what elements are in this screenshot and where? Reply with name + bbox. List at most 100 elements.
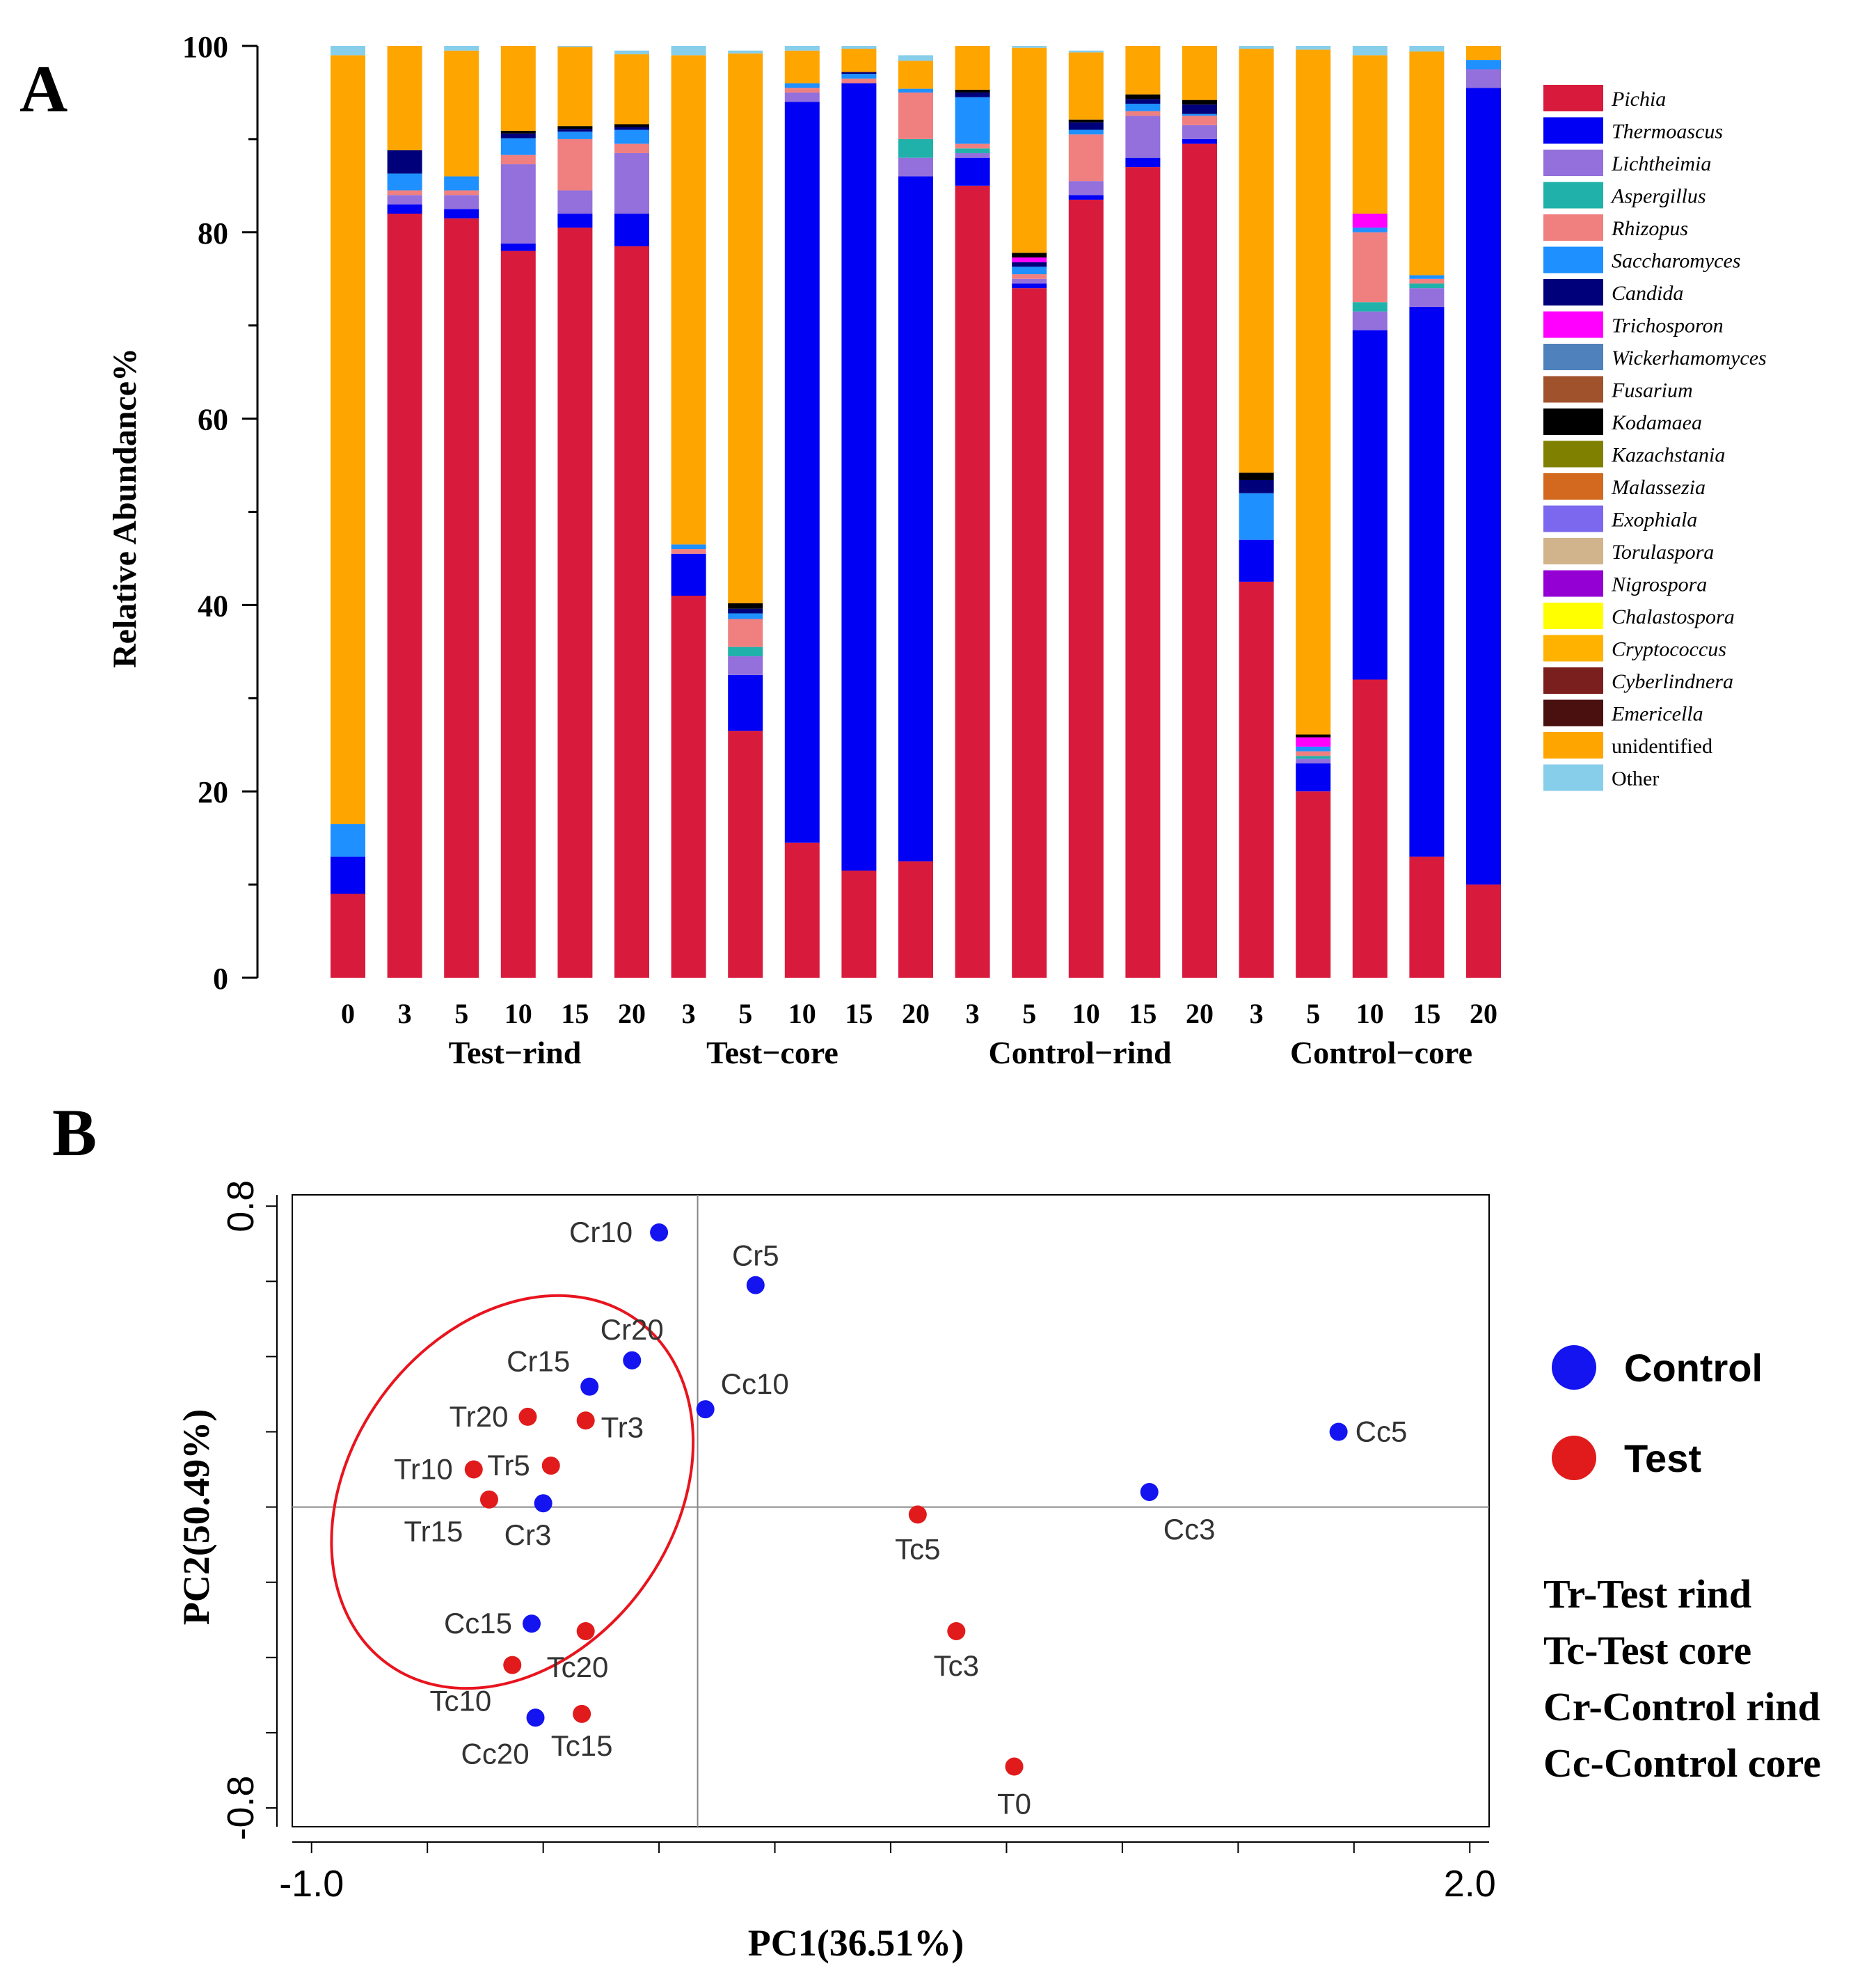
- legend-swatch: [1543, 570, 1603, 597]
- bar-segment: [1012, 46, 1047, 48]
- pca-point-cc3: Cc3: [1140, 1482, 1215, 1546]
- bar-stack: [500, 46, 536, 978]
- bar-stacks: [331, 46, 1501, 978]
- legend-swatch: [1543, 441, 1603, 468]
- legend-item: Lichtheimia: [1543, 150, 1711, 176]
- bar-segment: [1012, 262, 1047, 267]
- bar-y-tick-label: 80: [198, 216, 228, 251]
- pca-point-label: Tc15: [551, 1729, 613, 1762]
- bar-segment: [784, 83, 820, 88]
- pca-point-marker: [464, 1460, 483, 1479]
- bar-stack: [841, 46, 877, 978]
- bar-segment: [1012, 253, 1047, 257]
- bar-segment: [331, 856, 365, 894]
- bar-segment: [331, 894, 365, 978]
- pca-point-label: Tr5: [487, 1449, 530, 1482]
- bar-segment: [898, 861, 933, 978]
- bar-stack: [1466, 46, 1501, 978]
- legend-item: Cyberlindnera: [1543, 667, 1733, 694]
- legend-item: Kazachstania: [1543, 441, 1725, 468]
- bar-x-tick-label: 15: [845, 998, 873, 1029]
- legend-label: Chalastospora: [1612, 605, 1735, 628]
- bar-x-tick-label: 5: [1022, 998, 1036, 1029]
- bar-segment: [557, 190, 593, 214]
- bar-segment: [444, 195, 479, 209]
- bar-segment: [1125, 99, 1161, 104]
- bar-segment: [557, 129, 593, 132]
- bar-segment: [1409, 275, 1445, 279]
- legend-swatch: [1543, 732, 1603, 759]
- bar-segment: [557, 47, 593, 127]
- bar-x-tick-label: 10: [1072, 998, 1100, 1029]
- bar-stack: [728, 50, 763, 978]
- pca-point-label: T0: [997, 1788, 1031, 1820]
- legend-label: Kodamaea: [1611, 411, 1702, 434]
- legend-swatch: [1543, 538, 1603, 564]
- pca-point-tc20: Tc20: [547, 1621, 608, 1683]
- pca-point-marker: [534, 1494, 553, 1513]
- pca-point-cr5: Cr5: [732, 1239, 779, 1294]
- legend-swatch: [1543, 764, 1603, 791]
- pca-point-cr3: Cr3: [504, 1494, 553, 1551]
- legend-label: Wickerhamomyces: [1612, 347, 1767, 370]
- bar-segment: [1466, 884, 1501, 978]
- bar-y-axis: 0 20 40 60 80 100: [182, 30, 259, 996]
- bar-x-tick-label: 3: [1250, 998, 1264, 1029]
- bar-segment: [387, 46, 422, 150]
- pca-legend-item: Test: [1552, 1436, 1701, 1480]
- bar-segment: [1239, 46, 1274, 49]
- bar-segment: [1125, 46, 1161, 95]
- bar-segment: [614, 127, 649, 130]
- legend-swatch: [1543, 667, 1603, 694]
- bar-segment: [614, 124, 649, 127]
- grouping-ellipse: [330, 1294, 695, 1690]
- legend-item: Malassezia: [1543, 473, 1706, 500]
- bar-segment: [955, 152, 990, 158]
- legend-swatch: [1543, 182, 1603, 209]
- bar-x-tick-label: 20: [1470, 998, 1497, 1029]
- pca-point-marker: [541, 1457, 560, 1475]
- pca-point-tc3: Tc3: [934, 1621, 979, 1682]
- bar-segment: [1182, 104, 1217, 114]
- bar-segment: [557, 138, 593, 191]
- legend-swatch: [1543, 246, 1603, 273]
- bar-segment: [955, 97, 990, 144]
- bar-segment: [1239, 49, 1274, 473]
- bar-segment: [500, 46, 536, 131]
- bar-segment: [331, 824, 365, 857]
- bar-segment: [898, 88, 933, 93]
- bar-stack: [1239, 46, 1274, 978]
- bar-segment: [1239, 539, 1274, 582]
- pca-legend-label: Test: [1624, 1436, 1701, 1480]
- bar-segment: [1296, 46, 1331, 50]
- bar-segment: [671, 55, 706, 545]
- pca-point-marker: [623, 1351, 642, 1370]
- bar-segment: [1068, 122, 1104, 130]
- legend-swatch: [1543, 699, 1603, 727]
- pca-point-marker: [576, 1621, 595, 1640]
- bar-segment: [1068, 129, 1104, 135]
- legend-swatch: [1543, 376, 1603, 403]
- legend-label: Candida: [1612, 282, 1683, 305]
- bar-stack: [614, 50, 649, 978]
- bar-segment: [1182, 143, 1217, 978]
- bar-segment: [955, 89, 990, 93]
- bar-segment: [1352, 214, 1388, 228]
- pca-point-label: Cr3: [504, 1518, 552, 1551]
- bar-segment: [1182, 46, 1217, 100]
- bar-segment: [1182, 113, 1217, 116]
- bar-segment: [1012, 278, 1047, 284]
- legend-item: Torulaspora: [1543, 538, 1714, 564]
- bar-segment: [1296, 734, 1331, 738]
- panel-a-label: A: [19, 51, 67, 126]
- abbreviation-line: Tc-Test core: [1543, 1628, 1751, 1673]
- bar-segment: [784, 50, 820, 84]
- bar-segment: [784, 842, 820, 978]
- bar-segment: [1068, 50, 1104, 53]
- pca-point-marker: [650, 1223, 669, 1242]
- bar-segment: [955, 92, 990, 97]
- bar-segment: [841, 74, 877, 79]
- legend-item: Emericella: [1543, 699, 1703, 727]
- abbreviation-line: Tr-Test rind: [1543, 1571, 1751, 1617]
- bar-segment: [728, 53, 763, 603]
